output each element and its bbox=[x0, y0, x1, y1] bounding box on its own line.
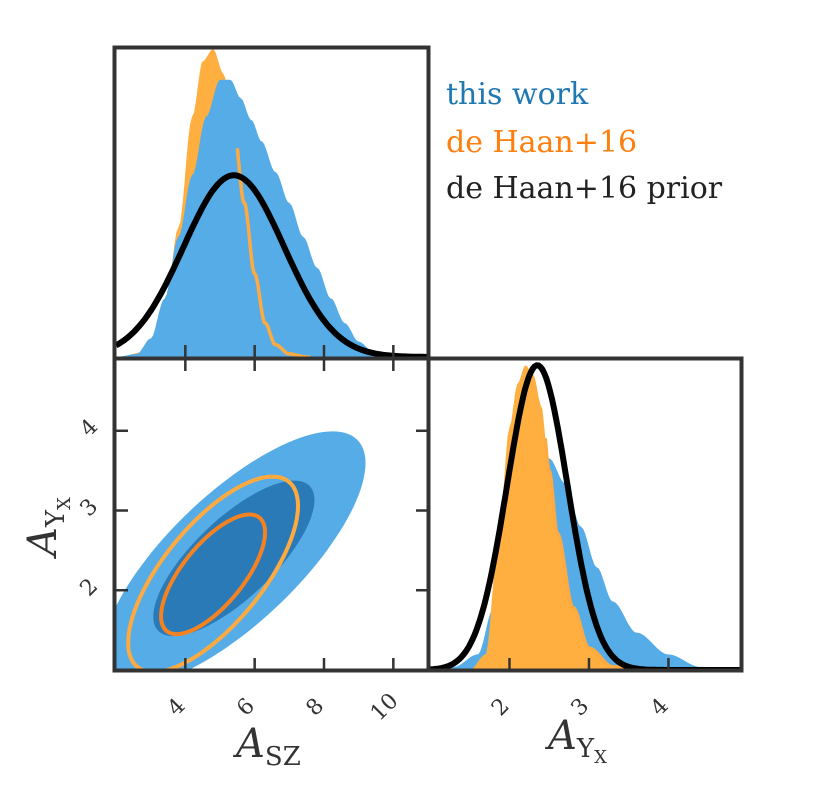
ayx-x-label-main: A bbox=[544, 713, 577, 759]
tick-marks bbox=[116, 345, 670, 670]
asz-label-sub: SZ bbox=[265, 742, 301, 772]
joint-dehaan16-1sigma-contour bbox=[159, 512, 268, 637]
joint-dehaan16-2sigma-contour bbox=[126, 474, 300, 670]
marginal-ayx-frame bbox=[426, 356, 744, 673]
ayx-x-tick-label: 2 bbox=[487, 694, 515, 722]
ayx-x-label-subsub: X bbox=[594, 747, 607, 768]
marginal-ayx-prior-curve bbox=[430, 362, 740, 670]
marginal-asz-prior-curve bbox=[116, 172, 428, 357]
marginal-ayx-dehaan16-fill bbox=[430, 365, 740, 670]
asz-label-main: A bbox=[232, 721, 265, 767]
asz-tick-label: 10 bbox=[366, 689, 403, 726]
asz-tick-label: 6 bbox=[232, 694, 260, 722]
legend-this-work: this work bbox=[446, 77, 589, 112]
ayx-y-label-main: A bbox=[20, 527, 66, 560]
ayx-y-label-sub: Y bbox=[41, 509, 71, 528]
marginal-asz-dehaan16-outline bbox=[235, 148, 311, 357]
legend-dehaan16-prior: de Haan+16 prior bbox=[446, 171, 723, 206]
ayx-y-label-subsub: X bbox=[54, 497, 75, 510]
x-axis-title-ayx: AYX bbox=[544, 713, 607, 768]
legend-dehaan16: de Haan+16 bbox=[446, 125, 637, 160]
ayx-y-tick-label: 4 bbox=[76, 414, 104, 442]
y-axis-title-ayx: AYX bbox=[20, 497, 75, 560]
marginal-asz-panel bbox=[116, 49, 428, 357]
marginal-ayx-panel bbox=[430, 362, 740, 670]
asz-tick-label: 8 bbox=[302, 694, 330, 722]
asz-tick-label: 4 bbox=[163, 694, 191, 722]
ayx-y-tick-label: 3 bbox=[76, 494, 104, 522]
marginal-ayx-dehaan16-outline bbox=[543, 438, 637, 670]
ayx-y-tick-label: 2 bbox=[76, 574, 104, 602]
ayx-x-tick-label: 4 bbox=[646, 694, 674, 722]
ayx-x-label-sub: Y bbox=[576, 734, 595, 764]
x-axis-title-asz: ASZ bbox=[232, 721, 301, 772]
joint-panel bbox=[116, 431, 366, 670]
joint-this-work-1sigma-region bbox=[153, 480, 315, 637]
